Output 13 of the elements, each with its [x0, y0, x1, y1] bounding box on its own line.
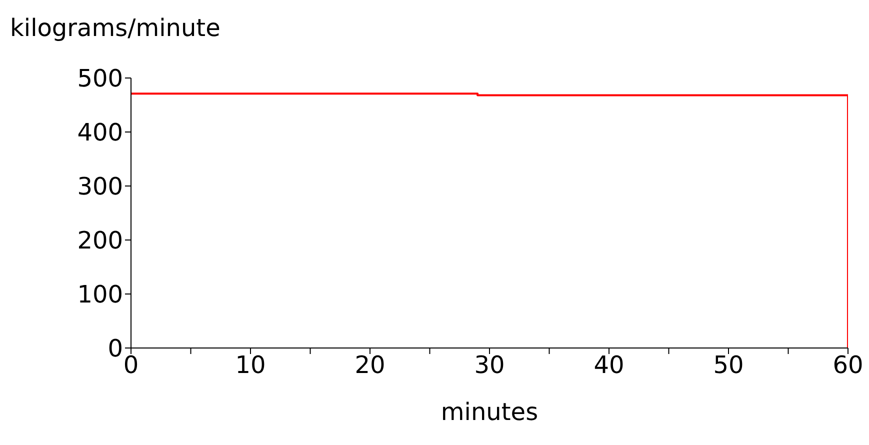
y-axis-title: kilograms/minute: [10, 14, 220, 42]
x-tick-label: 50: [713, 351, 744, 380]
x-tick-label: 10: [235, 351, 266, 380]
y-tick-label: 100: [77, 280, 123, 309]
x-tick-label: 40: [594, 351, 624, 380]
y-tick-label: 300: [77, 172, 123, 201]
y-tick-label: 400: [77, 118, 123, 147]
y-tick-label: 200: [77, 226, 123, 255]
x-tick-label: 60: [832, 351, 864, 380]
x-tick-label: 20: [354, 351, 386, 380]
y-tick-label: 500: [77, 64, 123, 93]
x-axis-title: minutes: [440, 398, 538, 426]
x-tick-label: 30: [474, 351, 505, 380]
